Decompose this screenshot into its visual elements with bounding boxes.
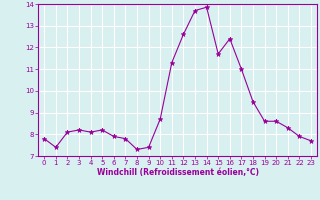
X-axis label: Windchill (Refroidissement éolien,°C): Windchill (Refroidissement éolien,°C) [97,168,259,177]
